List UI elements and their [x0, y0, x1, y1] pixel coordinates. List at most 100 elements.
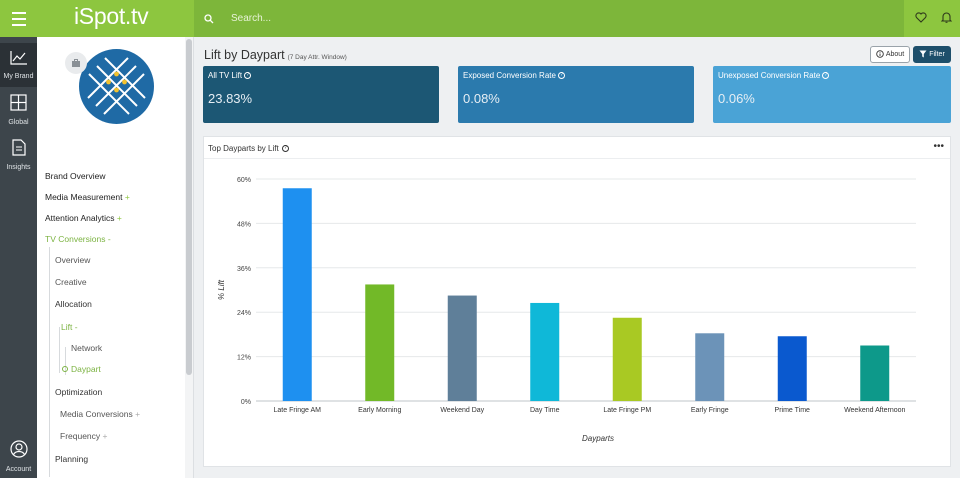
chart-bar[interactable]	[282, 188, 312, 401]
selected-circle-icon	[62, 366, 68, 372]
kpi-label: All TV Lift	[208, 71, 243, 80]
nav-label: TV Conversions	[45, 234, 106, 244]
chart-bar[interactable]	[612, 317, 642, 401]
user-circle-icon	[9, 439, 28, 463]
expand-plus-icon: +	[116, 213, 122, 223]
grid-icon	[10, 94, 27, 116]
help-icon[interactable]: ?	[822, 72, 830, 79]
chart-card: Top Dayparts by Lift? ••• 0% 12% 24% 36% 48%…	[203, 136, 951, 467]
page-title-text: Lift by Daypart	[204, 48, 285, 62]
icon-rail: My Brand Global Insights Account	[0, 37, 37, 478]
chart-bar[interactable]	[695, 333, 725, 401]
help-icon[interactable]: ?	[557, 72, 565, 79]
collapse-minus-icon: -	[107, 234, 111, 244]
rail-label: My Brand	[3, 73, 34, 80]
page-subtitle: (7 Day Attr. Window)	[287, 54, 347, 61]
kpi-card-exposed-conversion-rate: Exposed Conversion Rate? 0.08%	[458, 66, 694, 123]
search-input[interactable]	[231, 13, 831, 24]
nav-label: Lift	[61, 322, 73, 332]
kpi-card-unexposed-conversion-rate: Unexposed Conversion Rate? 0.06%	[713, 66, 951, 123]
search-bar	[194, 0, 904, 37]
sidebar-item-lift[interactable]: Lift -	[61, 322, 78, 332]
sidebar-item-brand-overview[interactable]: Brand Overview	[45, 171, 106, 181]
x-tick-label: Weekend Day	[440, 407, 484, 414]
filter-button[interactable]: Filter	[913, 46, 951, 63]
kpi-value: 0.06%	[718, 91, 755, 106]
x-tick-label: Day Time	[530, 407, 560, 414]
x-tick-label: Prime Time	[775, 407, 811, 414]
sidebar-item-daypart[interactable]: Daypart	[62, 364, 101, 374]
sidebar-item-overview[interactable]: Overview	[55, 255, 91, 265]
expand-plus-icon: +	[124, 192, 130, 202]
hamburger-menu-icon[interactable]	[0, 0, 37, 37]
info-icon	[876, 49, 884, 60]
kpi-value: 23.83%	[208, 91, 253, 106]
x-tick-label: Weekend Afternoon	[844, 407, 905, 414]
rail-label: Insights	[6, 164, 31, 171]
chart-bar[interactable]	[860, 345, 890, 402]
sidebar-item-media-measurement[interactable]: Media Measurement +	[45, 192, 130, 202]
sidebar-item-media-conversions[interactable]: Media Conversions +	[60, 409, 140, 419]
help-icon[interactable]: ?	[281, 145, 289, 152]
y-tick-label: 60%	[237, 177, 251, 184]
bell-icon[interactable]	[940, 10, 953, 28]
heart-icon[interactable]	[915, 10, 927, 28]
y-tick-label: 12%	[237, 355, 251, 362]
chart-bar[interactable]	[365, 284, 395, 401]
sidebar-item-allocation[interactable]: Allocation	[55, 299, 92, 309]
rail-label: Account	[5, 465, 32, 473]
rail-item-my-brand[interactable]: My Brand	[0, 43, 37, 87]
x-tick-label: Late Fringe AM	[274, 407, 322, 414]
brand-logo	[79, 49, 154, 124]
document-icon	[11, 139, 26, 161]
tree-line	[65, 347, 66, 375]
rail-item-account[interactable]: Account	[0, 434, 37, 478]
bar-chart: 0% 12% 24% 36% 48% 60% Late Fringe AM Early Mor…	[217, 177, 916, 443]
sidebar-item-tv-conversions[interactable]: TV Conversions -	[45, 234, 111, 244]
chart-menu-icon[interactable]: •••	[933, 141, 944, 152]
brand-badge-icon[interactable]	[65, 52, 87, 74]
kpi-card-all-tv-lift: All TV Lift? 23.83%	[203, 66, 439, 123]
x-tick-label: Early Fringe	[691, 407, 729, 414]
filter-icon	[919, 50, 927, 60]
sidebar-scrollbar[interactable]	[186, 39, 192, 375]
y-tick-label: 0%	[241, 399, 251, 406]
chart-bar[interactable]	[777, 336, 807, 401]
about-button[interactable]: About	[870, 46, 910, 63]
top-bar: iSpot.tv	[0, 0, 960, 37]
chart-bar[interactable]	[447, 295, 477, 401]
nav-label: Attention Analytics	[45, 213, 115, 223]
tree-line	[49, 247, 50, 477]
search-icon[interactable]	[204, 13, 224, 24]
chart-bar[interactable]	[530, 302, 560, 401]
rail-item-insights[interactable]: Insights	[0, 133, 37, 177]
sidebar-item-creative[interactable]: Creative	[55, 277, 87, 287]
y-tick-label: 24%	[237, 310, 251, 317]
nav-label: Media Conversions	[60, 409, 133, 419]
y-tick-label: 48%	[237, 221, 251, 228]
tree-line	[59, 327, 60, 373]
x-tick-label: Early Morning	[358, 407, 401, 414]
ispot-logo[interactable]: iSpot.tv	[74, 3, 149, 29]
sidebar-item-planning[interactable]: Planning	[55, 454, 89, 464]
rail-label: Global	[8, 119, 29, 126]
expand-plus-icon: +	[102, 431, 108, 441]
chart-title-text: Top Dayparts by Lift	[208, 144, 279, 153]
kpi-label: Unexposed Conversion Rate	[718, 71, 821, 80]
sidebar-item-optimization[interactable]: Optimization	[55, 387, 103, 397]
sidebar-item-network[interactable]: Network	[71, 343, 103, 353]
sidebar: Brand Overview Media Measurement + Atten…	[37, 37, 194, 478]
rail-item-global[interactable]: Global	[0, 88, 37, 132]
y-tick-label: 36%	[237, 266, 251, 273]
nav-label: Frequency	[60, 431, 101, 441]
nav-label: Daypart	[71, 364, 101, 374]
page-title: Lift by Daypart (7 Day Attr. Window)	[204, 48, 347, 62]
about-label: About	[885, 51, 905, 58]
chart-line-icon	[9, 50, 28, 70]
x-tick-label: Late Fringe PM	[603, 407, 651, 414]
sidebar-item-frequency[interactable]: Frequency +	[60, 431, 108, 441]
chart-title: Top Dayparts by Lift?	[208, 144, 289, 153]
help-icon[interactable]: ?	[244, 72, 252, 79]
sidebar-item-attention-analytics[interactable]: Attention Analytics +	[45, 213, 122, 223]
x-axis-label: Dayparts	[582, 434, 614, 443]
